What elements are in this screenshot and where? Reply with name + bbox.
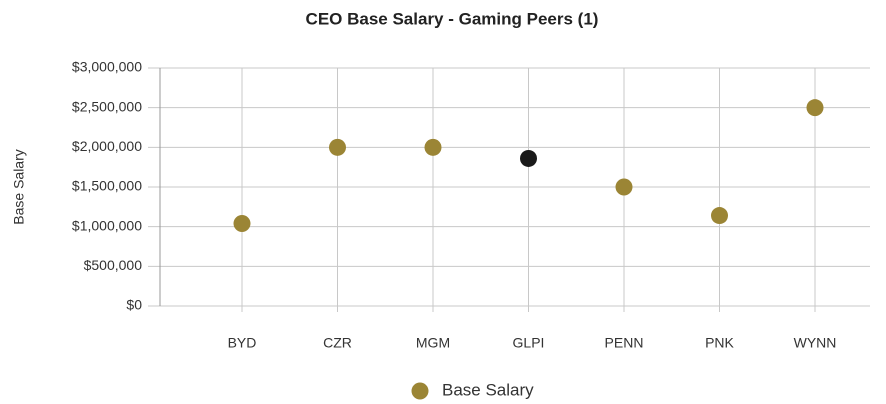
y-tick-label: $2,500,000: [72, 98, 142, 114]
chart-title: CEO Base Salary - Gaming Peers (1): [306, 9, 599, 28]
y-tick-label: $3,000,000: [72, 59, 142, 75]
point: [806, 99, 824, 117]
point: [329, 138, 346, 156]
point: [520, 149, 537, 167]
y-tick-label: $1,500,000: [72, 178, 142, 194]
x-tick-label: BYD: [228, 335, 257, 351]
point: [233, 214, 251, 232]
x-tick-label: WYNN: [794, 335, 837, 351]
point: [711, 207, 728, 225]
point: [424, 138, 442, 156]
legend-marker: [411, 382, 429, 400]
point: [615, 178, 633, 196]
y-tick-label: $0: [126, 297, 142, 313]
x-tick-label: PNK: [705, 335, 734, 351]
y-tick-label: $2,000,000: [72, 138, 142, 154]
y-tick-label: $500,000: [84, 257, 143, 273]
y-tick-label: $1,000,000: [72, 217, 142, 233]
x-tick-label: MGM: [416, 335, 450, 351]
legend-label: Base Salary: [442, 380, 534, 399]
x-tick-label: PENN: [605, 335, 644, 351]
y-axis-label: Base Salary: [11, 149, 27, 224]
x-tick-label: CZR: [323, 335, 352, 351]
x-tick-label: GLPI: [513, 335, 545, 351]
